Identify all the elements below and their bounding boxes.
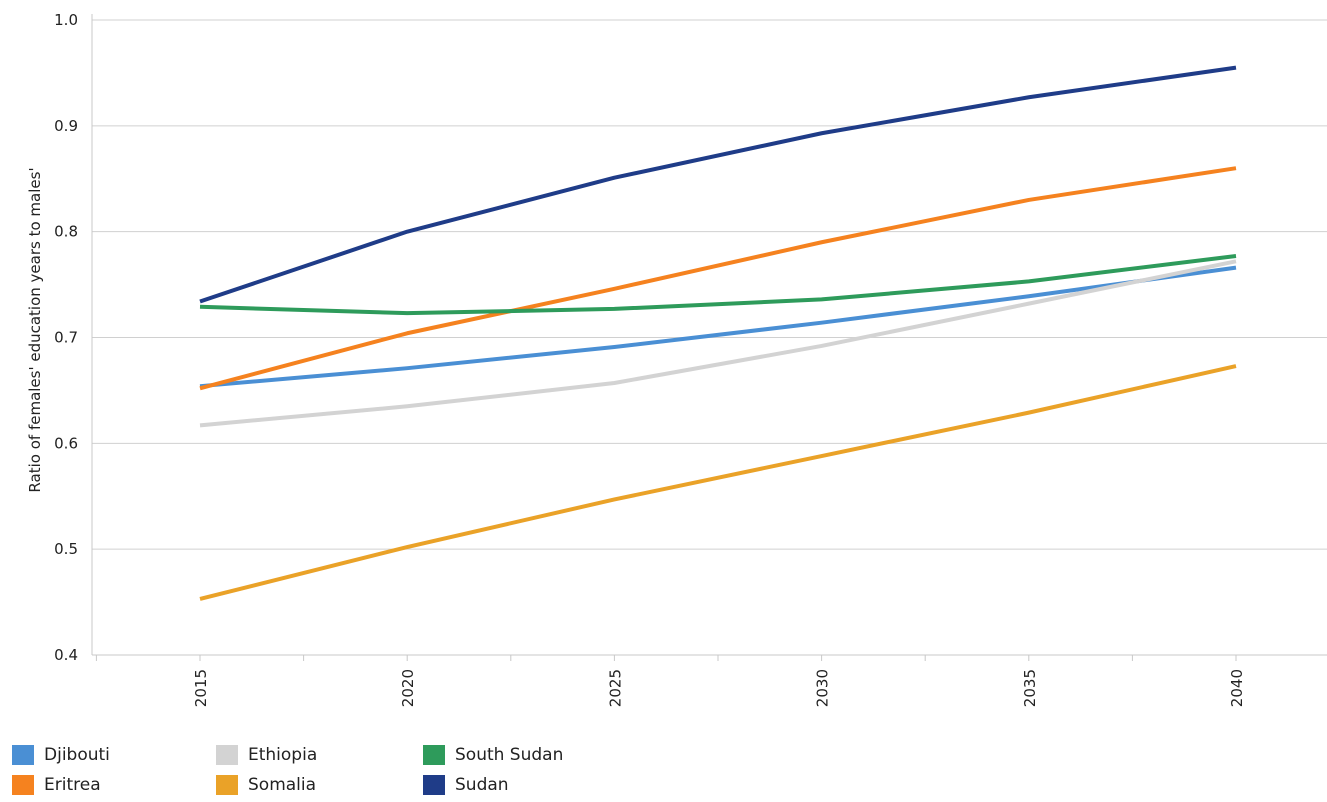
y-tick-label-1-0: 1.0 — [54, 11, 78, 29]
y-tick-label-0-7: 0.7 — [54, 329, 78, 347]
legend-swatch-somalia — [216, 775, 238, 795]
y-tick-label-0-4: 0.4 — [54, 646, 78, 664]
line-chart: 0.40.50.60.70.80.91.0 2015 2020 2025 2030 20… — [26, 11, 1327, 707]
series-line-ethiopia — [199, 259, 1237, 428]
legend-swatch-ethiopia — [216, 745, 238, 765]
y-axis-ticks: 0.4 0.5 0.6 0.7 0.8 0.9 1.0 — [54, 11, 78, 664]
chart-legend: Djibouti Eritrea Ethiopia Somalia South … — [12, 738, 652, 802]
legend-item-eritrea[interactable]: Eritrea — [12, 772, 101, 798]
legend-label-south-sudan: South Sudan — [455, 745, 564, 765]
series-line-south-sudan — [199, 254, 1237, 316]
legend-swatch-sudan — [423, 775, 445, 795]
x-tick-label-2040: 2040 — [1228, 669, 1246, 707]
y-tick-label-0-8: 0.8 — [54, 223, 78, 241]
series-line-eritrea — [199, 166, 1237, 391]
x-tick-label-2020: 2020 — [399, 669, 417, 707]
legend-label-djibouti: Djibouti — [44, 745, 110, 765]
series-line-somalia — [199, 364, 1237, 601]
series-lines — [199, 65, 1237, 601]
legend-label-somalia: Somalia — [248, 775, 317, 795]
x-axis-ticks: 2015 2020 2025 2030 2035 2040 — [95, 655, 1246, 707]
legend-swatch-djibouti — [12, 745, 34, 765]
legend-label-sudan: Sudan — [455, 775, 509, 795]
y-tick-label-0-5: 0.5 — [54, 540, 78, 558]
y-axis-title: Ratio of females' education years to mal… — [26, 167, 44, 492]
legend-swatch-eritrea — [12, 775, 34, 795]
x-tick-label-2030: 2030 — [814, 669, 832, 707]
gridlines — [92, 19, 1327, 550]
legend-label-eritrea: Eritrea — [44, 775, 101, 795]
x-tick-label-2015: 2015 — [192, 669, 210, 707]
legend-label-ethiopia: Ethiopia — [248, 745, 318, 765]
legend-item-somalia[interactable]: Somalia — [216, 772, 316, 798]
series-line-sudan — [199, 65, 1237, 304]
legend-item-djibouti[interactable]: Djibouti — [12, 742, 110, 768]
x-tick-label-2035: 2035 — [1021, 669, 1039, 707]
y-tick-label-0-9: 0.9 — [54, 117, 78, 135]
axes — [91, 14, 1327, 656]
legend-swatch-south-sudan — [423, 745, 445, 765]
series-line-djibouti — [199, 265, 1237, 389]
x-tick-label-2025: 2025 — [606, 669, 624, 707]
legend-item-sudan[interactable]: Sudan — [423, 772, 509, 798]
legend-item-south-sudan[interactable]: South Sudan — [423, 742, 563, 768]
y-tick-label-0-6: 0.6 — [54, 434, 78, 452]
legend-item-ethiopia[interactable]: Ethiopia — [216, 742, 317, 768]
